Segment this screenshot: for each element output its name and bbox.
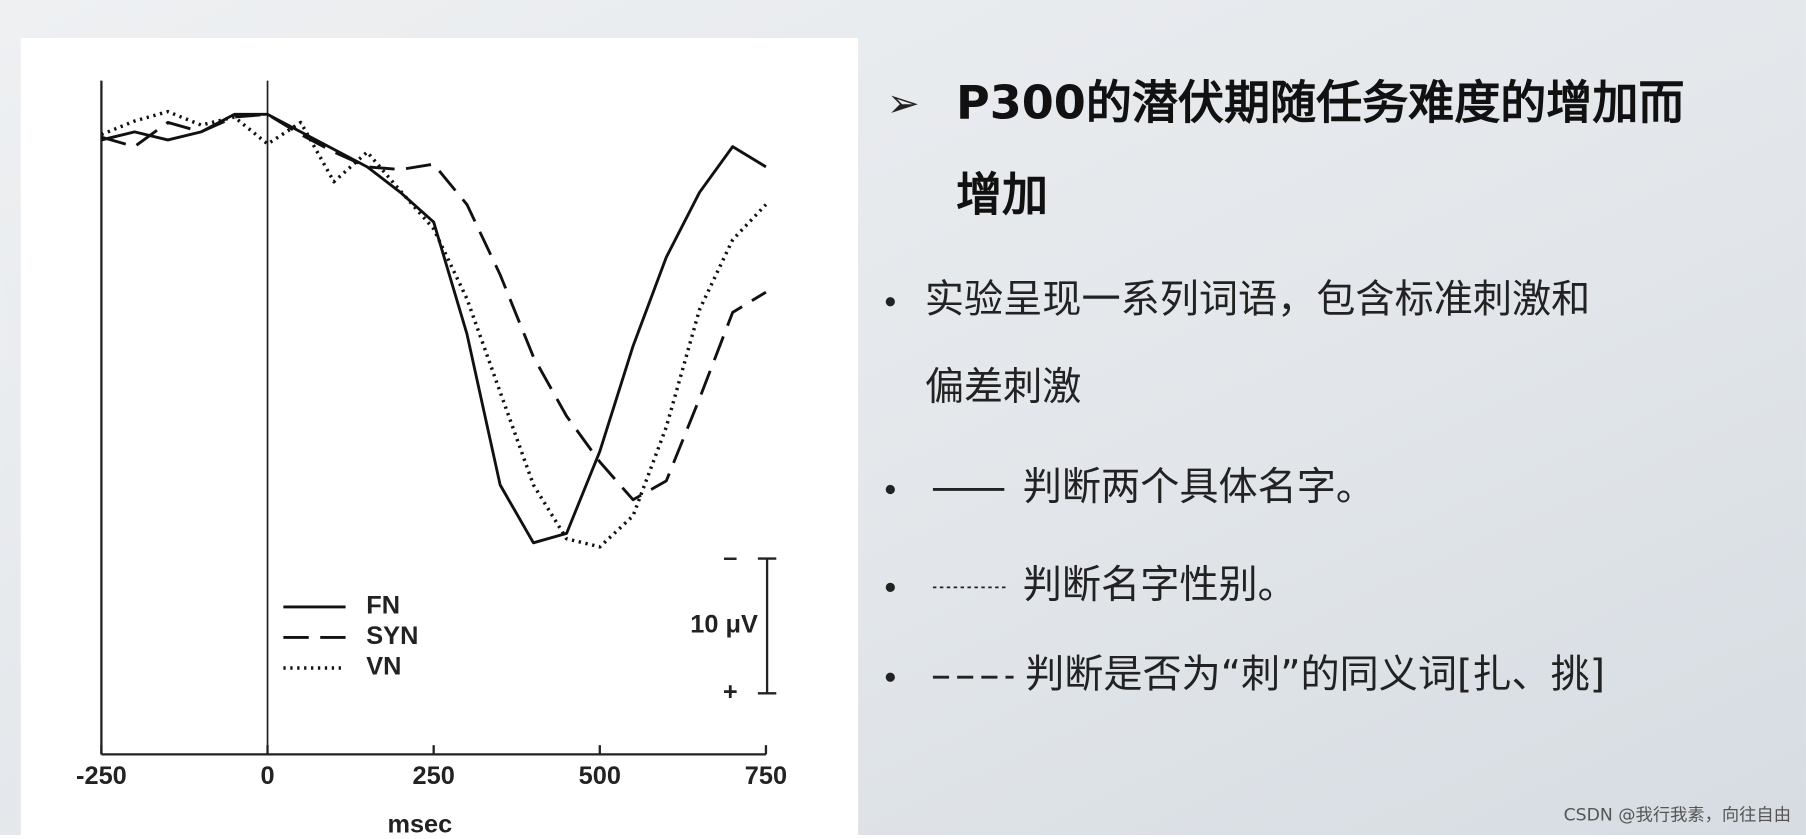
figure-panel	[20, 38, 859, 835]
bullet-dot	[885, 484, 895, 495]
bullet-text: 判断是否为“刺”的同义词[扎、挑]	[1025, 653, 1605, 698]
scale-top-label: –	[723, 543, 737, 571]
heading: P300的潜伏期随任务难度的增加而	[956, 75, 1684, 129]
series-line	[100, 109, 768, 549]
legend-label: SYN	[366, 622, 418, 650]
x-tick-label: 250	[413, 762, 455, 790]
bullet-dot	[885, 297, 895, 307]
arrow-bullet: ➢	[887, 81, 920, 126]
scale-label: 10 μV	[690, 611, 758, 639]
legend-label: FN	[366, 592, 400, 620]
x-tick-label: 750	[745, 762, 787, 790]
x-axis-label: msec	[387, 810, 452, 835]
bullet-dot	[885, 582, 895, 592]
heading: 增加	[956, 168, 1048, 222]
x-tick-label: -250	[76, 762, 127, 790]
scale-bottom-label: +	[723, 678, 738, 706]
x-tick-label: 500	[579, 762, 621, 790]
legend-label: VN	[366, 653, 401, 681]
bullet-text: 判断两个具体名字。	[1023, 465, 1375, 510]
series-line	[101, 112, 767, 502]
x-tick-label: 0	[260, 762, 274, 790]
bullet-text: 判断名字性别。	[1023, 563, 1297, 608]
watermark: CSDN @我行我素，向往自由	[1564, 805, 1791, 825]
bullet-text: 偏差刺激	[925, 365, 1082, 410]
bullet-dot	[885, 672, 895, 682]
bullet-text: 实验呈现一系列词语，包含标准刺激和	[925, 277, 1590, 322]
